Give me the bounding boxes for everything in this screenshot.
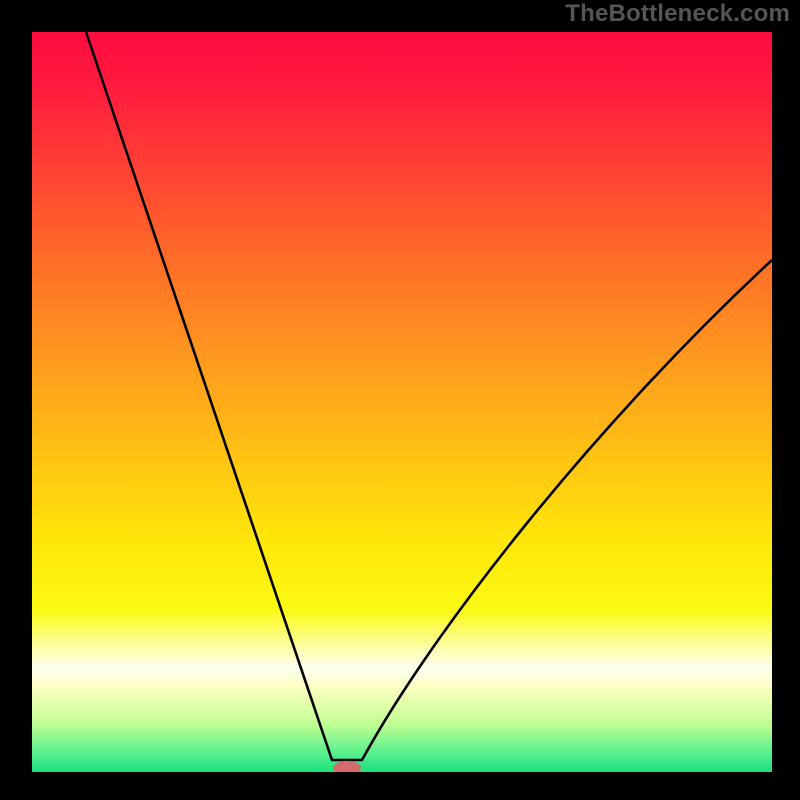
bottleneck-chart <box>0 0 800 800</box>
plot-gradient-background <box>32 32 772 772</box>
watermark-text: TheBottleneck.com <box>565 0 790 28</box>
